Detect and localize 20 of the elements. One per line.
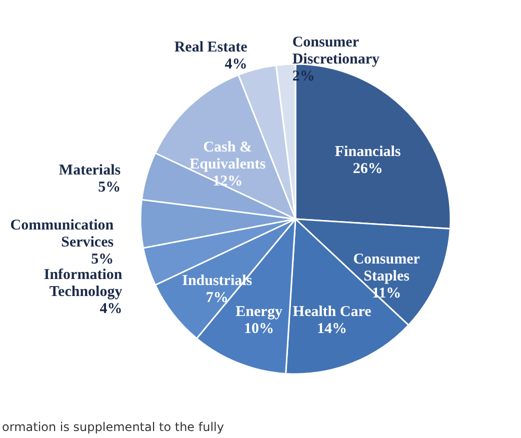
slice-label: Real Estate xyxy=(174,40,248,56)
slice-label: Communication Services xyxy=(10,218,114,251)
data-label: 11% xyxy=(372,285,402,302)
data-label: 10% xyxy=(244,321,274,338)
data-label: 7% xyxy=(206,290,228,306)
data-label: 4% xyxy=(224,56,248,73)
data-label: 5% xyxy=(98,179,121,196)
data-label: 5% xyxy=(91,252,114,268)
slice-label: Consumer Discretionary xyxy=(292,34,380,68)
slice-label: Consumer Staples xyxy=(353,251,420,284)
slice-label: Health Care xyxy=(292,304,372,320)
slice-label: Financials xyxy=(334,144,401,160)
slice-label: Energy xyxy=(236,304,283,320)
data-label: 4% xyxy=(100,301,122,318)
data-label: 14% xyxy=(317,321,348,338)
data-label: 26% xyxy=(352,161,383,178)
text: ormation is supplemental to the fully xyxy=(2,420,224,434)
slice-label: Cash & Equivalents xyxy=(190,140,266,173)
slice-label: Materials xyxy=(58,162,121,178)
slice-label: Information Technology xyxy=(44,267,123,300)
